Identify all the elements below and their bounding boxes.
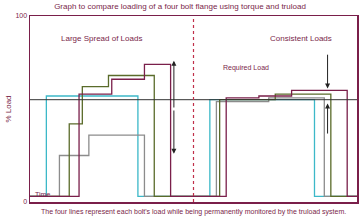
svg-text:% Load: % Load bbox=[4, 95, 13, 122]
svg-text:Large Spread of Loads: Large Spread of Loads bbox=[61, 34, 142, 43]
svg-text:Time: Time bbox=[35, 191, 50, 198]
svg-text:The four lines represent each: The four lines represent each bolt's loa… bbox=[41, 208, 346, 216]
svg-text:0: 0 bbox=[23, 198, 27, 205]
svg-text:Consistent Loads: Consistent Loads bbox=[270, 34, 332, 43]
svg-text:100: 100 bbox=[15, 12, 27, 19]
svg-text:Graph to compare loading of a: Graph to compare loading of a four bolt … bbox=[54, 2, 306, 11]
svg-text:Required Load: Required Load bbox=[223, 64, 269, 72]
